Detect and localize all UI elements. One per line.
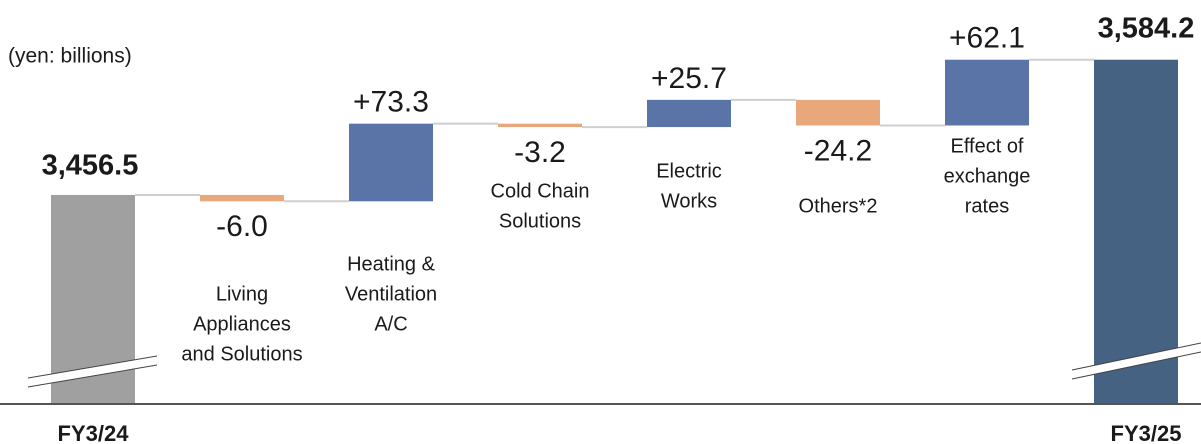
value-label: -3.2 bbox=[514, 136, 566, 169]
axis-break bbox=[1072, 343, 1201, 379]
bar bbox=[498, 123, 582, 128]
bar bbox=[796, 99, 880, 126]
category-label: rates bbox=[965, 195, 1009, 217]
value-label: +25.7 bbox=[651, 62, 727, 95]
unit-label: (yen: billions) bbox=[8, 45, 132, 68]
value-label: +73.3 bbox=[353, 86, 429, 119]
category-label: Others*2 bbox=[799, 195, 878, 217]
axis-break-line bbox=[1071, 342, 1201, 371]
category-label: Ventilation bbox=[345, 283, 437, 305]
value-label: +62.1 bbox=[949, 22, 1025, 55]
category-label: A/C bbox=[374, 313, 407, 335]
category-label: Solutions bbox=[499, 210, 581, 232]
value-label: 3,456.5 bbox=[42, 150, 139, 182]
category-label: Effect of bbox=[950, 135, 1023, 157]
axis-break-line bbox=[27, 355, 158, 379]
axis-break bbox=[28, 356, 157, 387]
value-label: -6.0 bbox=[216, 210, 268, 243]
category-label: Appliances bbox=[193, 313, 291, 335]
bar bbox=[945, 59, 1029, 126]
category-label: Living bbox=[216, 283, 268, 305]
bar bbox=[200, 194, 284, 202]
category-label: Cold Chain bbox=[491, 180, 590, 202]
axis-break-line bbox=[27, 364, 158, 388]
axis-break-line bbox=[1071, 351, 1201, 380]
bar bbox=[1094, 59, 1178, 404]
period-label: FY3/24 bbox=[58, 421, 130, 444]
bar bbox=[349, 123, 433, 202]
category-label: exchange bbox=[944, 165, 1031, 187]
value-label: -24.2 bbox=[804, 134, 872, 167]
bar bbox=[647, 99, 731, 128]
category-label: Works bbox=[661, 190, 717, 212]
category-label: and Solutions bbox=[181, 343, 302, 365]
category-label: Heating & bbox=[347, 253, 435, 275]
category-label: Electric bbox=[656, 160, 722, 182]
value-label: 3,584.2 bbox=[1098, 12, 1195, 44]
period-label: FY3/25 bbox=[1111, 421, 1182, 444]
